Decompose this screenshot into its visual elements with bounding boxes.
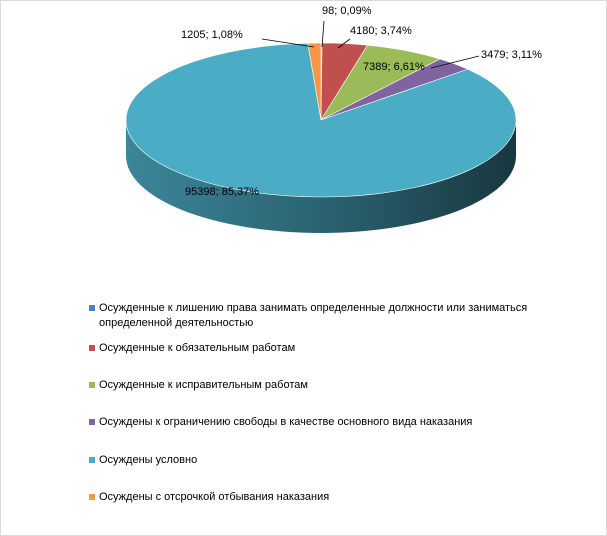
legend-swatch [89,457,95,463]
legend-swatch [89,305,95,311]
pie-slice [307,42,322,121]
legend-swatch [89,382,95,388]
legend-label: Осужденные к обязательным работам [99,342,296,354]
legend-label: Осужденные к лишению права занимать опре… [99,302,528,329]
legend-swatch [89,494,95,500]
data-label: 1205; 1,08% [181,29,243,41]
leader-line [337,38,351,49]
legend-item: Осужденные к исправительным работам [89,378,559,393]
legend-swatch [89,345,95,351]
data-label: 3479; 3,11% [481,49,542,61]
legend-item: Осужденные к лишению права занимать опре… [89,301,559,331]
legend-label: Осуждены с отсрочкой отбывания наказания [99,491,330,503]
pie-slice-side [126,120,516,233]
legend-label: Осуждены условно [99,454,198,466]
data-label: 4180; 3,74% [350,25,412,37]
pie-slice [125,42,517,198]
data-label: 95398; 85,37% [185,186,259,198]
legend-swatch [89,419,95,425]
legend-item: Осуждены с отсрочкой отбывания наказания [89,490,559,505]
legend-item: Осуждены к ограничению свободы в качеств… [89,415,559,430]
leader-line [321,20,325,48]
leader-line [430,55,480,69]
data-label: 7389; 6,61% [363,61,425,73]
leader-line [261,38,315,48]
legend-label: Осужденные к исправительным работам [99,379,308,391]
data-label: 98; 0,09% [322,5,372,17]
pie-chart: 98; 0,09% 4180; 3,74% 7389; 6,61% 3479; 3,1… [125,5,542,233]
legend-item: Осуждены условно [89,453,559,468]
legend-label: Осуждены к ограничению свободы в качеств… [99,416,473,428]
legend-item: Осужденные к обязательным работам [89,341,559,356]
